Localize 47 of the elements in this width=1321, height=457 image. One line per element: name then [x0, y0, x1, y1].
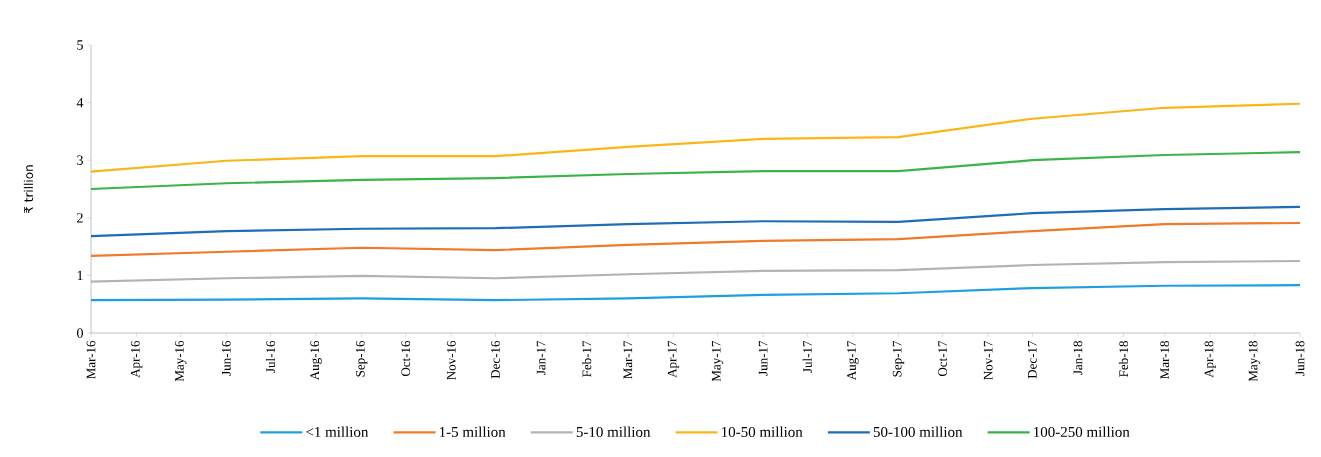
- x-tick-label: Feb-18: [1118, 341, 1129, 377]
- x-tick-label: Aug-17: [847, 340, 859, 381]
- x-tick-label: Jun-18: [1295, 341, 1305, 376]
- legend-label: 50-100 million: [873, 426, 963, 438]
- x-tick-label: Feb-17: [582, 340, 592, 377]
- y-axis-title: ₹ trillion: [23, 165, 34, 214]
- legend-label: 1-5 million: [439, 426, 506, 438]
- x-tick-label: Mar-17: [623, 340, 633, 379]
- x-tick-label: Sep-17: [892, 340, 905, 377]
- x-tick-label: Dec-17: [1027, 340, 1037, 379]
- y-tick-label: 0: [77, 328, 83, 338]
- legend-label: <1 million: [306, 426, 369, 438]
- x-tick-label: Nov-16: [446, 340, 456, 380]
- x-tick-label: Jun-17: [758, 340, 768, 376]
- x-tick-label: Jan-17: [536, 340, 546, 375]
- x-tick-label: May-16: [175, 340, 187, 382]
- x-tick-label: Nov-17: [983, 340, 993, 380]
- x-tick-label: Oct-16: [401, 340, 411, 377]
- y-tick-label: 3: [77, 155, 83, 165]
- line-series: [89, 151, 1302, 191]
- x-tick-label: Oct-17: [938, 340, 947, 377]
- x-tick-label: Jul-17: [802, 340, 812, 373]
- x-tick-label: Apr-18: [1204, 341, 1216, 378]
- legend-label: 5-10 million: [576, 426, 651, 438]
- line-series: [89, 284, 1302, 302]
- x-tick-label: Mar-18: [1160, 341, 1170, 379]
- y-tick-label: 2: [77, 213, 83, 223]
- x-tick-label: Mar-16: [86, 340, 96, 379]
- y-tick-label: 4: [76, 97, 84, 108]
- x-tick-label: Apr-17: [667, 340, 680, 378]
- x-tick-label: Dec-16: [491, 340, 500, 379]
- legend-label: 100-250 million: [1034, 426, 1130, 438]
- x-tick-label: May-18: [1248, 341, 1261, 382]
- x-tick-label: Jul-16: [265, 340, 276, 373]
- x-tick-label: Jun-16: [221, 340, 231, 376]
- line-series: [89, 259, 1302, 283]
- x-tick-label: Jan-18: [1073, 341, 1083, 375]
- x-tick-label: Apr-16: [130, 340, 143, 378]
- line-series: [89, 102, 1302, 173]
- y-tick-label: 1: [77, 270, 83, 281]
- x-tick-label: Aug-16: [310, 340, 322, 381]
- y-tick-label: 5: [77, 40, 83, 50]
- line-series: [89, 221, 1302, 257]
- x-tick-label: May-17: [711, 340, 724, 382]
- legend-label: 10-50 million: [722, 426, 803, 438]
- x-tick-label: Sep-16: [355, 340, 368, 377]
- line-series: [89, 205, 1302, 238]
